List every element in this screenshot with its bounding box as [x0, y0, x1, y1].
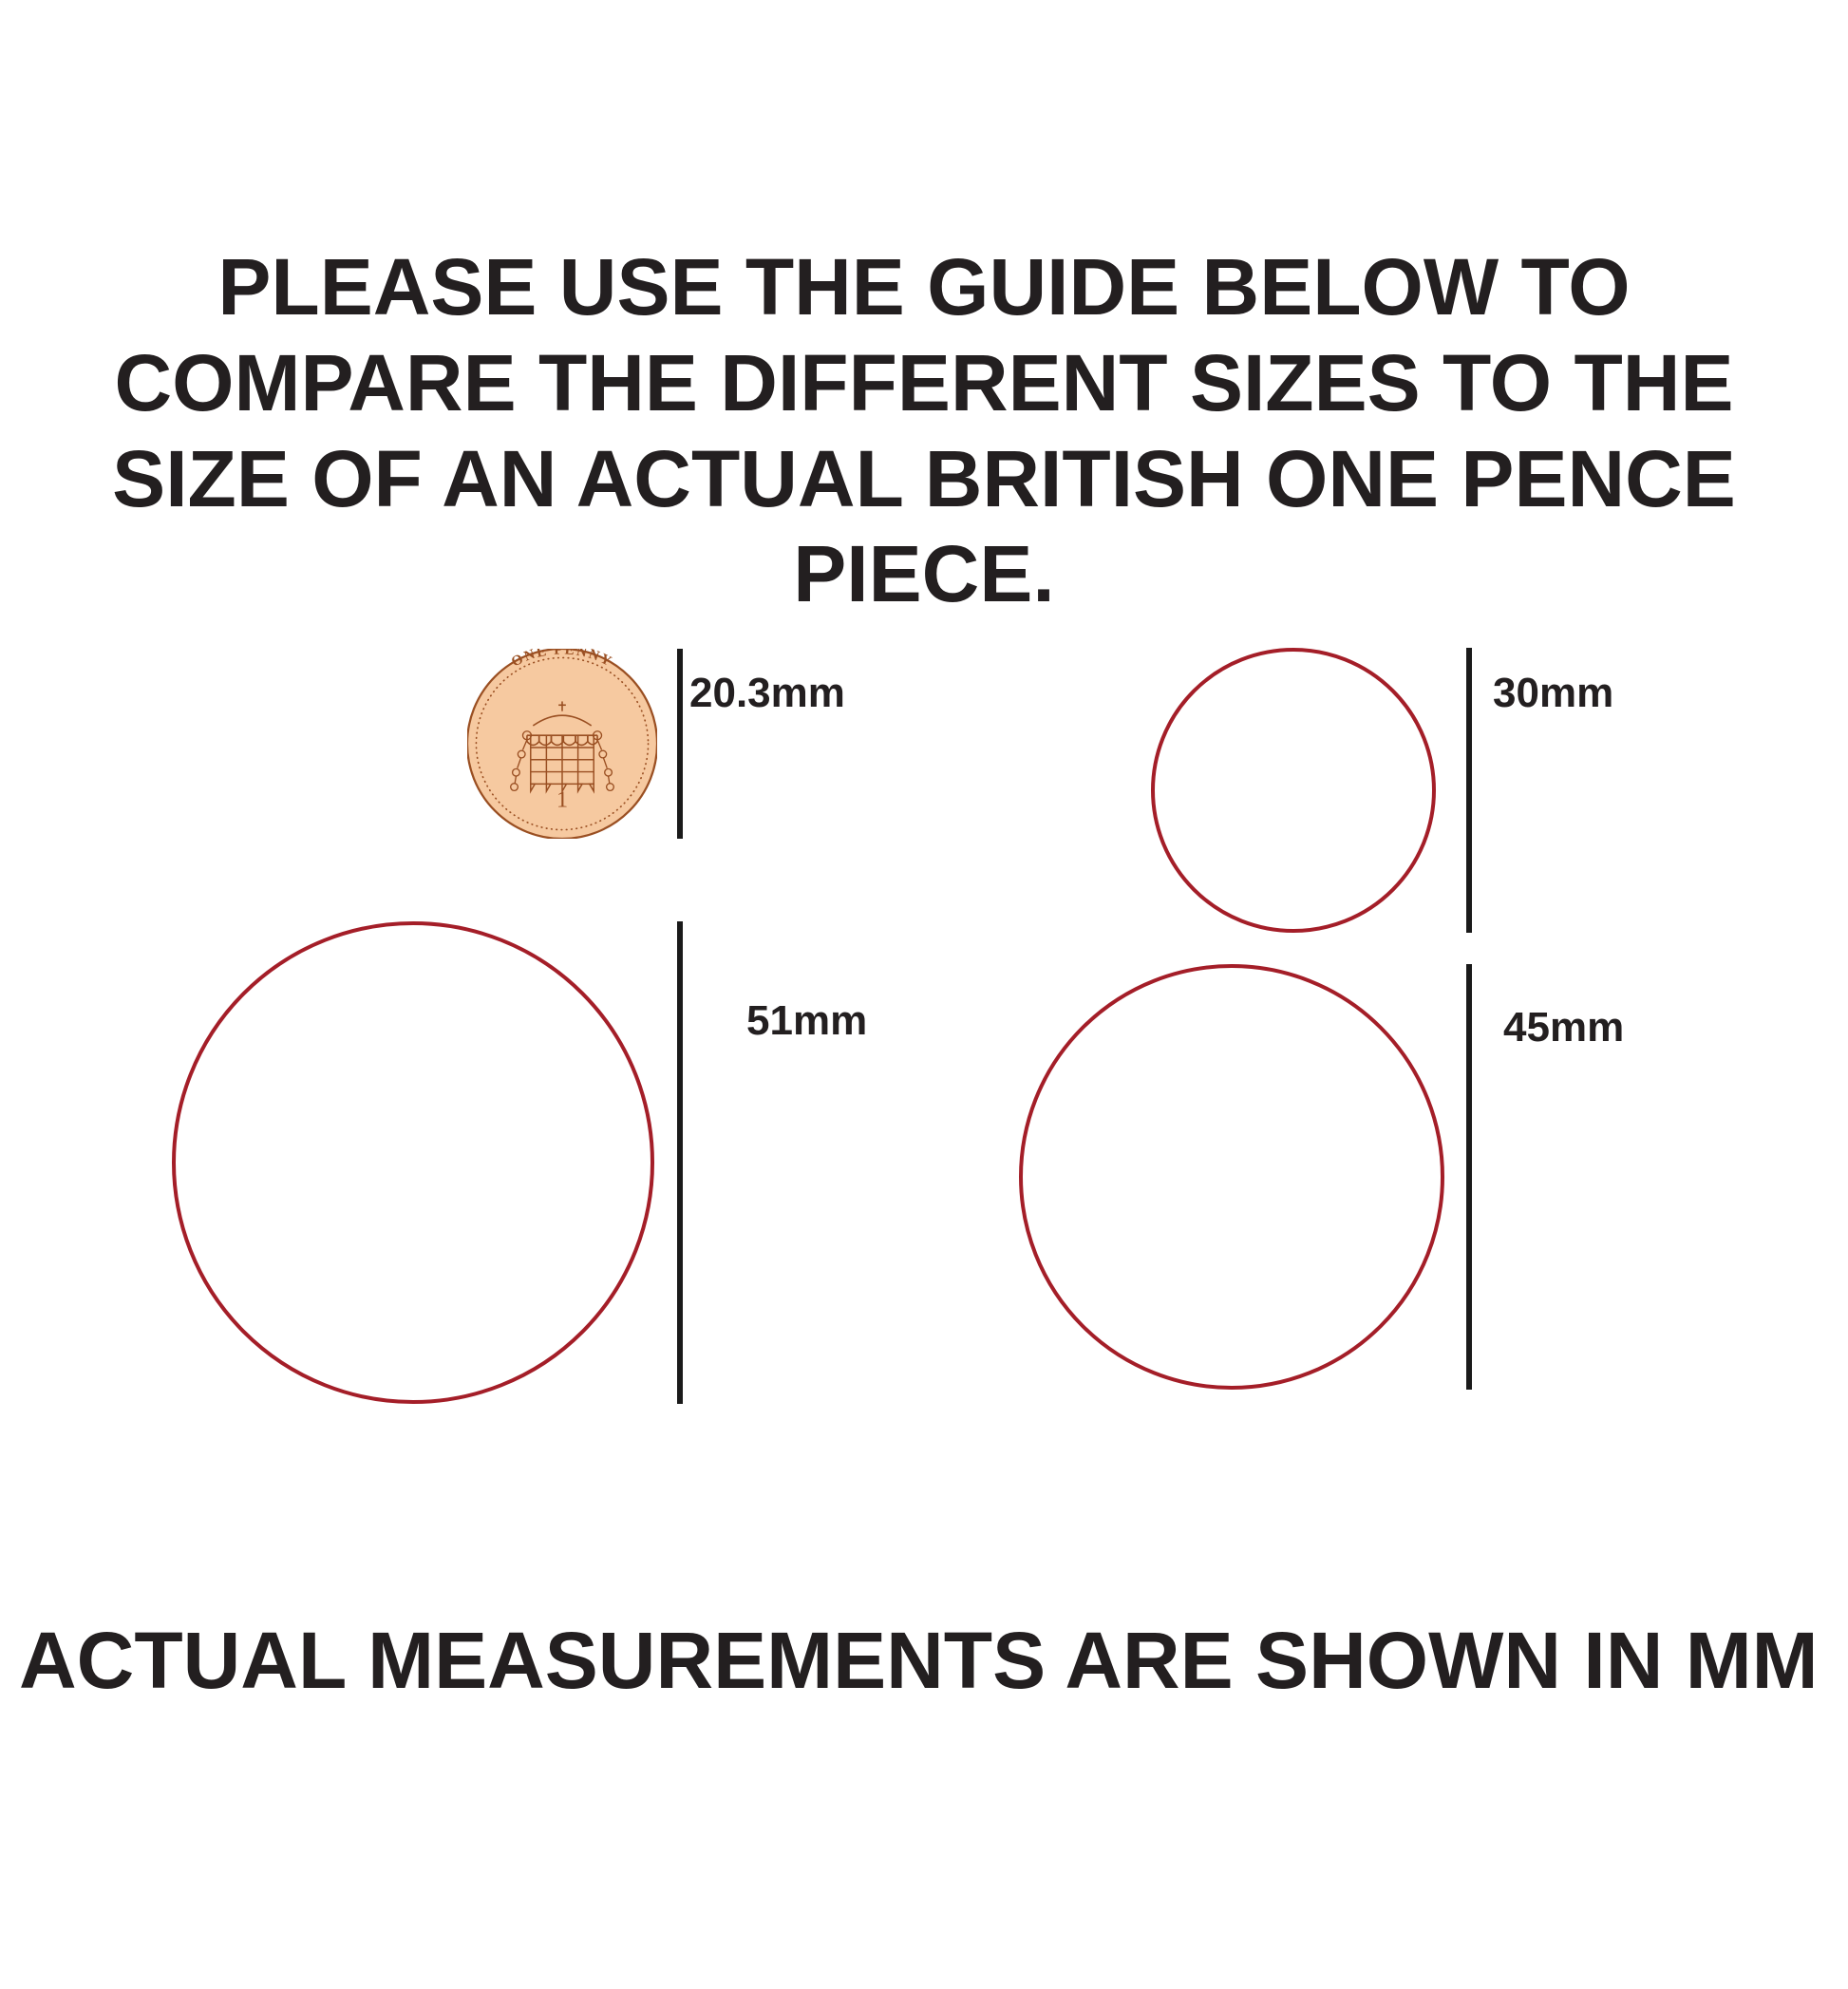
- svg-text:1: 1: [556, 787, 568, 813]
